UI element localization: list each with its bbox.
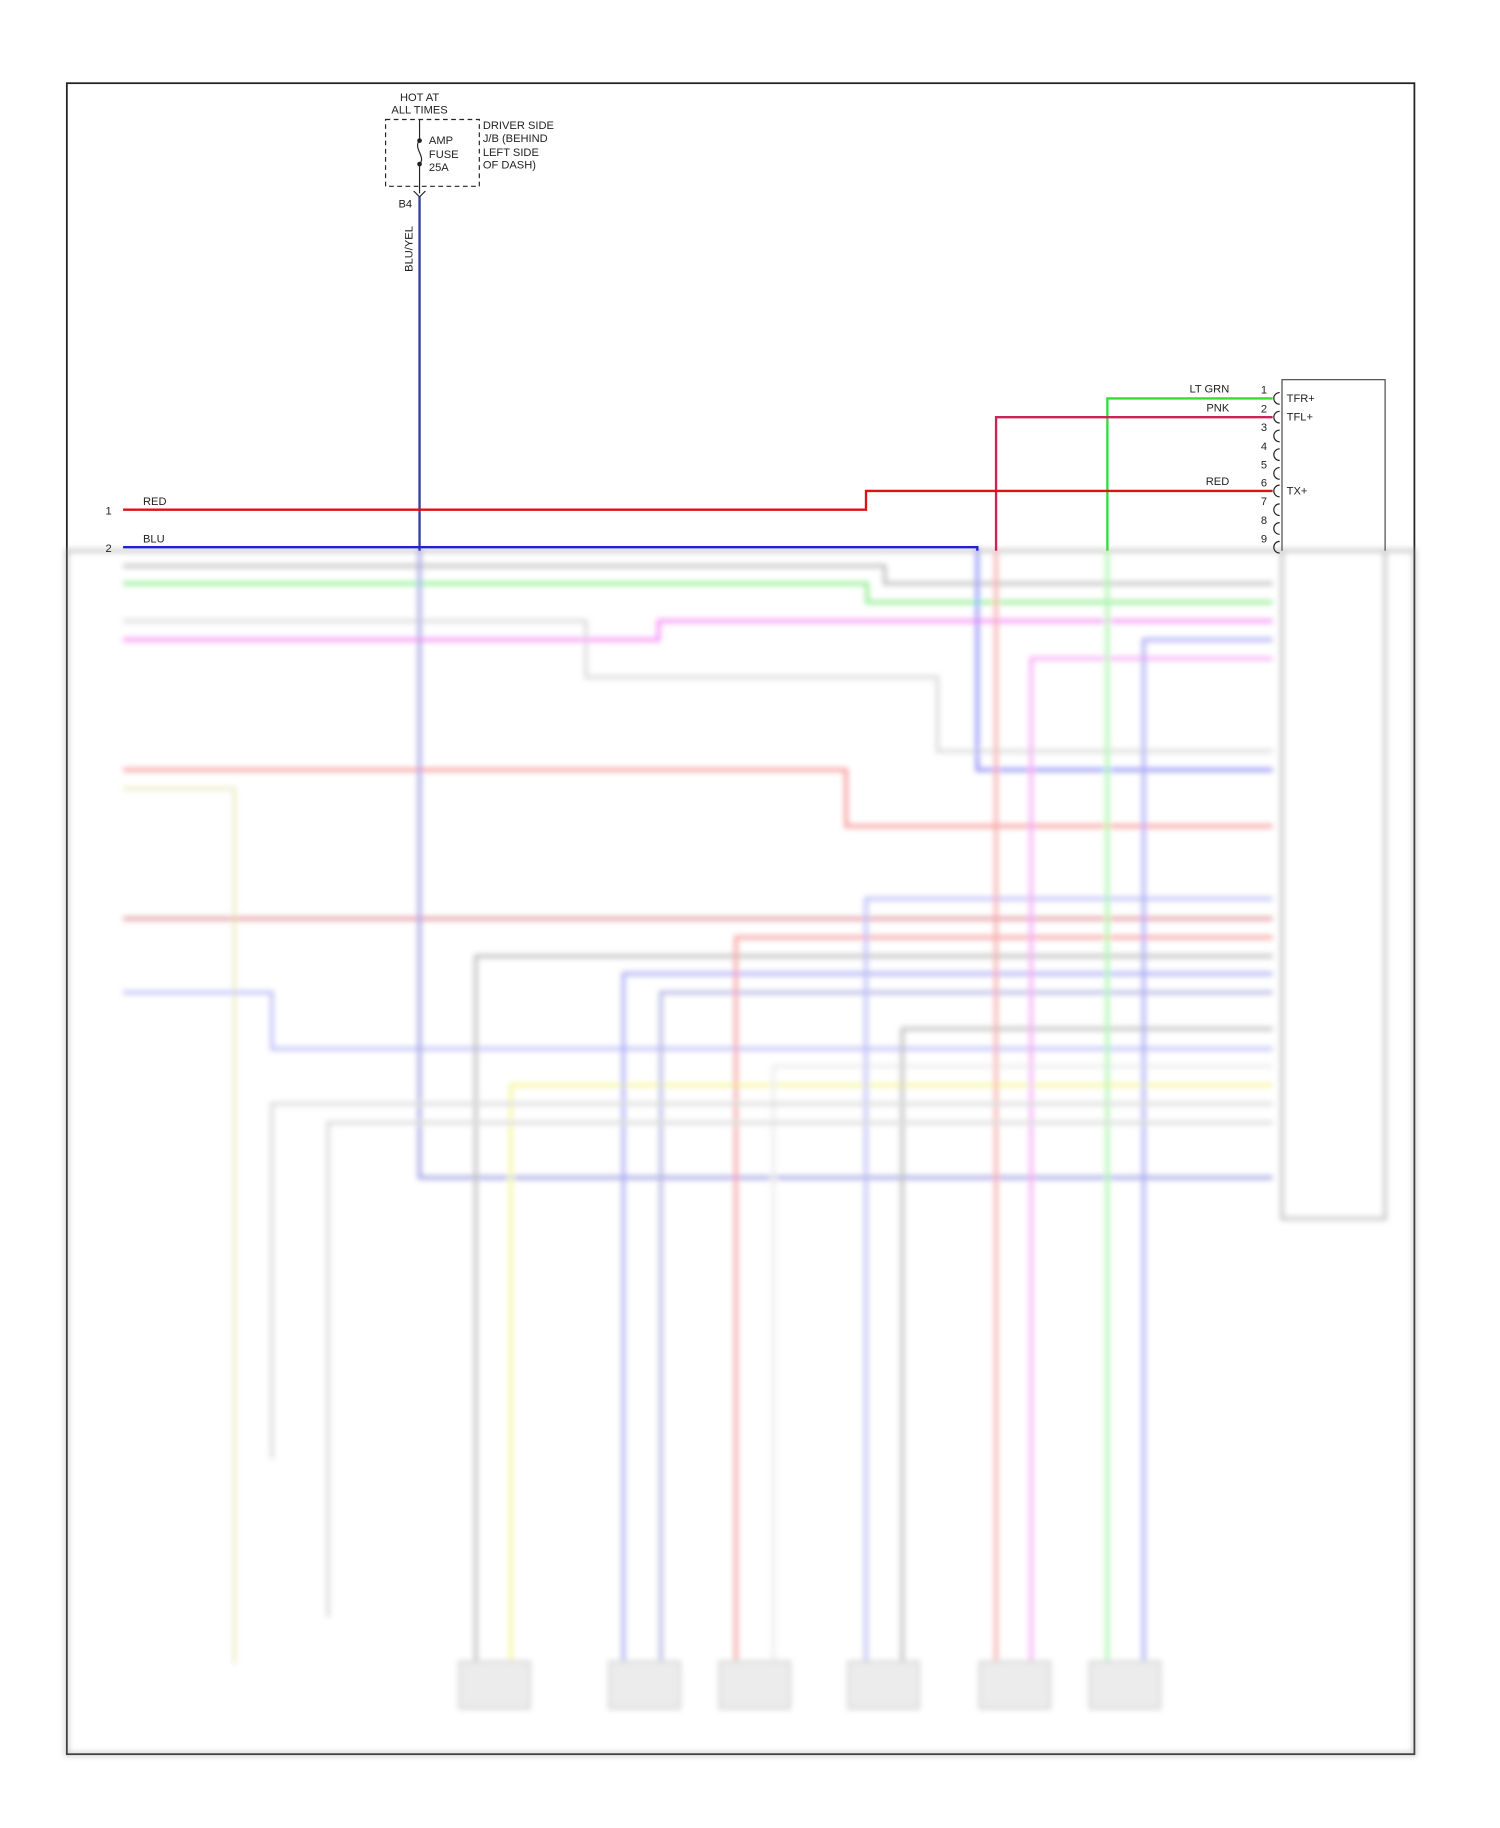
pin-number: 7 (1261, 496, 1267, 508)
pin-socket (1273, 391, 1280, 405)
blurred-wiring (65, 547, 1417, 1756)
pin-socket (1273, 484, 1280, 498)
pin-number: 5 (1261, 460, 1267, 472)
fuse-header: ALL TIMES (391, 105, 447, 117)
wire-label: LT GRN (1189, 384, 1229, 396)
fuse-location: LEFT SIDE (483, 147, 539, 159)
pin-socket (1273, 522, 1280, 535)
fuse-name: 25A (429, 162, 449, 174)
fuse-box (384, 118, 480, 187)
pin-number: 6 (1261, 477, 1267, 489)
pin-socket (1273, 410, 1280, 424)
module-box (1281, 379, 1386, 551)
pin-number: 1 (1261, 385, 1267, 397)
pin-signal: TX+ (1287, 485, 1308, 497)
pin-number: 3 (1261, 422, 1267, 434)
pin-number: 2 (106, 543, 112, 555)
fuse-terminal (417, 161, 422, 167)
pin-number: 9 (1261, 534, 1267, 546)
wire-red (123, 489, 1273, 511)
pin-socket (1273, 503, 1280, 517)
pin-number: 4 (1261, 441, 1267, 453)
pin-socket (1273, 466, 1280, 480)
wire-pnk (994, 415, 1273, 551)
wire-label: BLU/YEL (404, 226, 416, 272)
pin-number: 2 (1261, 403, 1267, 415)
fuse-element (416, 140, 423, 165)
fuse-terminal (417, 138, 422, 143)
pin-signal: TFL+ (1287, 412, 1313, 424)
pin-number: 1 (106, 505, 112, 517)
wire-label: RED (1206, 476, 1230, 488)
wire-label: PNK (1206, 402, 1229, 414)
pin-number: 8 (1261, 515, 1267, 527)
fuse-header: HOT AT (400, 92, 439, 104)
wire-label: BLU (143, 534, 165, 546)
wire-label: RED (143, 496, 167, 508)
fuse-location: OF DASH) (483, 160, 536, 172)
fuse-location: DRIVER SIDE (483, 120, 554, 132)
pins: 1 LT GRN TFR+ 2 PNK TFL+ 3 4 5 6 RED TX+ 7 8 9 1 RED 2 BLU (106, 384, 1315, 555)
pin-socket (1273, 429, 1280, 443)
wire-lt-grn (1106, 397, 1273, 551)
fuse-name: AMP (429, 135, 453, 147)
pin-socket (1273, 448, 1280, 462)
wire-blu (123, 546, 979, 551)
fuse-location: J/B (BEHIND (483, 133, 548, 145)
connector-label: B4 (398, 198, 412, 210)
pin-socket (1273, 540, 1280, 554)
pin-signal: TFR+ (1287, 393, 1315, 405)
fuse-name: FUSE (429, 149, 459, 161)
